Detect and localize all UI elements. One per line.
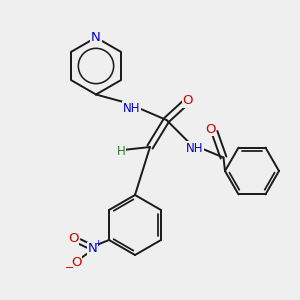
- Text: O: O: [205, 122, 215, 136]
- Text: NH: NH: [186, 142, 204, 155]
- Text: +: +: [94, 239, 102, 248]
- Text: O: O: [71, 256, 81, 269]
- Text: O: O: [182, 94, 193, 107]
- Text: N: N: [91, 31, 101, 44]
- Text: −: −: [65, 263, 74, 273]
- Text: N: N: [88, 242, 98, 256]
- Text: NH: NH: [123, 101, 140, 115]
- Text: H: H: [117, 145, 126, 158]
- Text: O: O: [68, 232, 78, 245]
